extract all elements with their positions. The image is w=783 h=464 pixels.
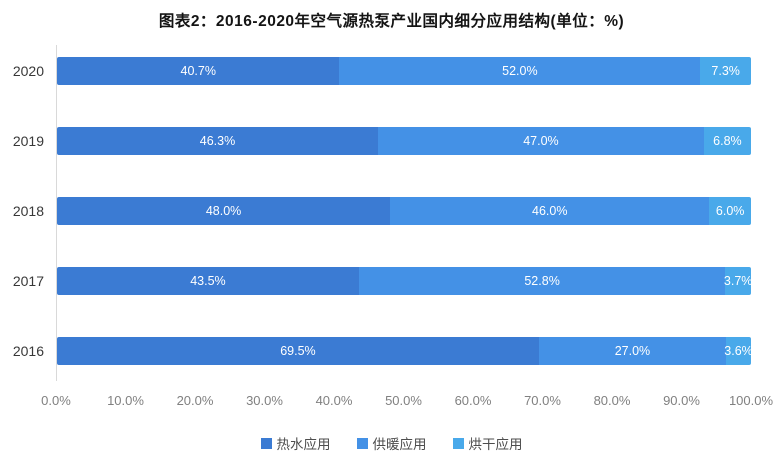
bar-segment-heating: 27.0% <box>538 337 727 365</box>
bar-segment-heating: 52.0% <box>339 57 701 85</box>
bar-rows: 2020 40.7% 52.0% 7.3% 2019 46.3% 47.0% 6.8% 2018… <box>0 41 751 365</box>
y-axis-label: 2020 <box>12 63 44 79</box>
bar-value-label: 43.5% <box>190 274 226 288</box>
bar-value-label: 7.3% <box>711 64 740 78</box>
legend-item-drying: 烘干应用 <box>452 433 523 453</box>
bar-row-2017: 2017 43.5% 52.8% 3.7% <box>0 267 751 295</box>
x-axis-tick: 80.0% <box>593 393 631 408</box>
legend-item-heating: 供暖应用 <box>356 433 427 453</box>
x-axis-tick: 70.0% <box>524 393 561 408</box>
bar-track: 43.5% 52.8% 3.7% <box>57 267 751 295</box>
bar-value-label: 40.7% <box>180 64 216 78</box>
bar-segment-heating: 47.0% <box>378 127 704 155</box>
bar-segment-hot-water: 40.7% <box>57 57 340 85</box>
bar-row-2018: 2018 48.0% 46.0% 6.0% <box>0 197 751 225</box>
legend-swatch-icon <box>452 437 464 449</box>
bar-segment-drying: 7.3% <box>700 57 751 85</box>
y-axis-label: 2017 <box>12 273 44 289</box>
x-axis: 0.0% 10.0% 20.0% 30.0% 40.0% 50.0% 60.0% 70.0% 8… <box>41 393 773 411</box>
bar-value-label: 27.0% <box>614 344 651 358</box>
bar-value-label: 46.0% <box>532 204 568 218</box>
bar-track: 46.3% 47.0% 6.8% <box>57 127 751 155</box>
bar-segment-drying: 6.0% <box>709 197 751 225</box>
x-axis-tick: 90.0% <box>663 393 700 408</box>
x-axis-tick: 10.0% <box>107 393 144 408</box>
bar-segment-hot-water: 48.0% <box>57 197 391 225</box>
x-axis-tick: 100.0% <box>728 393 774 408</box>
x-axis-tick: 0.0% <box>41 393 71 408</box>
bar-track: 48.0% 46.0% 6.0% <box>57 197 751 225</box>
x-axis-tick: 50.0% <box>385 393 422 408</box>
bar-row-2016: 2016 69.5% 27.0% 3.6% <box>0 337 751 365</box>
bar-value-label: 3.6% <box>724 344 751 358</box>
bar-value-label: 69.5% <box>280 344 316 358</box>
bar-segment-hot-water: 69.5% <box>57 337 539 365</box>
bar-segment-drying: 6.8% <box>703 127 751 155</box>
legend-label: 热水应用 <box>276 437 331 452</box>
x-axis-tick: 40.0% <box>315 393 353 408</box>
bar-value-label: 6.8% <box>713 134 742 148</box>
legend-item-hot-water: 热水应用 <box>260 433 331 453</box>
legend: 热水应用 供暖应用 烘干应用 <box>0 433 783 453</box>
y-axis-line <box>56 45 57 381</box>
bar-segment-hot-water: 43.5% <box>57 267 359 295</box>
bar-value-label: 52.0% <box>502 64 538 78</box>
x-axis-tick: 20.0% <box>176 393 214 408</box>
legend-swatch-icon <box>356 437 368 449</box>
legend-label: 供暖应用 <box>372 437 427 452</box>
bar-segment-heating: 52.8% <box>358 267 726 295</box>
plot-area: 2020 40.7% 52.0% 7.3% 2019 46.3% 47.0% 6.8% 2018… <box>0 41 751 381</box>
y-axis-label: 2018 <box>12 203 44 219</box>
chart-title: 图表2：2016-2020年空气源热泵产业国内细分应用结构(单位：%) <box>158 13 625 30</box>
x-axis-tick: 60.0% <box>454 393 492 408</box>
y-axis-label: 2019 <box>12 133 44 149</box>
x-axis-tick: 30.0% <box>246 393 283 408</box>
bar-value-label: 48.0% <box>205 204 242 218</box>
bar-value-label: 3.7% <box>723 274 751 288</box>
bar-track: 69.5% 27.0% 3.6% <box>57 337 751 365</box>
bar-row-2020: 2020 40.7% 52.0% 7.3% <box>0 57 751 85</box>
bar-value-label: 6.0% <box>715 204 745 218</box>
bar-row-2019: 2019 46.3% 47.0% 6.8% <box>0 127 751 155</box>
y-axis-label: 2016 <box>12 343 44 359</box>
bar-value-label: 52.8% <box>524 274 560 288</box>
bar-value-label: 47.0% <box>523 134 559 148</box>
bar-track: 40.7% 52.0% 7.3% <box>57 57 751 85</box>
legend-label: 烘干应用 <box>468 437 523 452</box>
bar-segment-drying: 3.6% <box>724 337 751 365</box>
bar-segment-heating: 46.0% <box>390 197 710 225</box>
legend-swatch-icon <box>260 437 272 449</box>
bar-segment-drying: 3.7% <box>723 267 751 295</box>
bar-segment-hot-water: 46.3% <box>57 127 378 155</box>
bar-value-label: 46.3% <box>199 134 236 148</box>
